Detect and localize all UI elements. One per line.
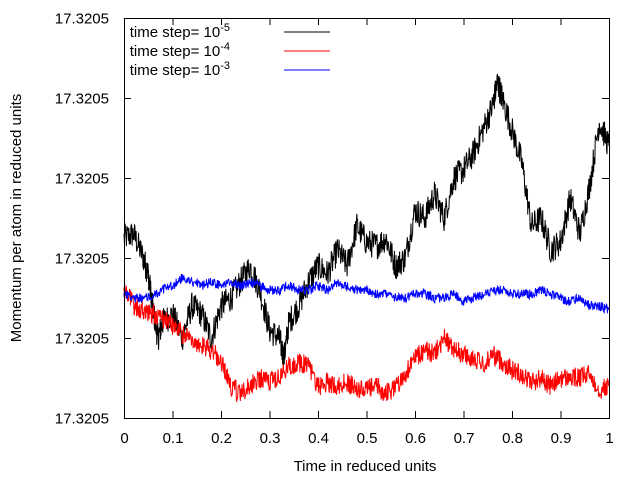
x-tick-label: 0.5 [357, 430, 378, 447]
x-tick-label: 0.8 [502, 430, 523, 447]
x-tick-label: 0.1 [163, 430, 184, 447]
series-line-2 [123, 284, 610, 403]
y-tick-label: 17.3205 [55, 171, 109, 188]
y-axis-label: Momentum per atom in reduced units [8, 94, 25, 342]
y-tick-label: 17.3205 [55, 411, 109, 428]
y-tick-labels: 17.3205 17.3205 17.3205 17.3205 17.3205 17.32… [55, 11, 109, 428]
legend-label: time step= 10-5 [130, 22, 230, 41]
y-tick-label: 17.3205 [55, 331, 109, 348]
x-tick-label: 0.3 [260, 430, 281, 447]
x-tick-label: 0.4 [308, 430, 329, 447]
y-tick-label: 17.3205 [55, 91, 109, 108]
x-tick-label: 0.6 [405, 430, 426, 447]
series-layer [123, 73, 610, 403]
x-tick-label: 0.7 [454, 430, 475, 447]
y-tick-label: 17.3205 [55, 11, 109, 28]
x-tick-label: 1 [605, 430, 613, 447]
x-axis-label: Time in reduced units [294, 458, 437, 475]
y-tick-label: 17.3205 [55, 251, 109, 268]
x-tick-label: 0.9 [551, 430, 572, 447]
legend-label: time step= 10-4 [130, 41, 230, 60]
series-line-1 [123, 73, 610, 370]
x-tick-labels: 0 0.1 0.2 0.3 0.4 0.5 0.6 0.7 0.8 0.9 1 [120, 430, 613, 447]
legend-label: time step= 10-3 [130, 60, 230, 79]
series-line-3 [123, 273, 610, 315]
x-tick-label: 0 [120, 430, 128, 447]
x-tick-label: 0.2 [211, 430, 232, 447]
ticks-layer [124, 18, 610, 419]
